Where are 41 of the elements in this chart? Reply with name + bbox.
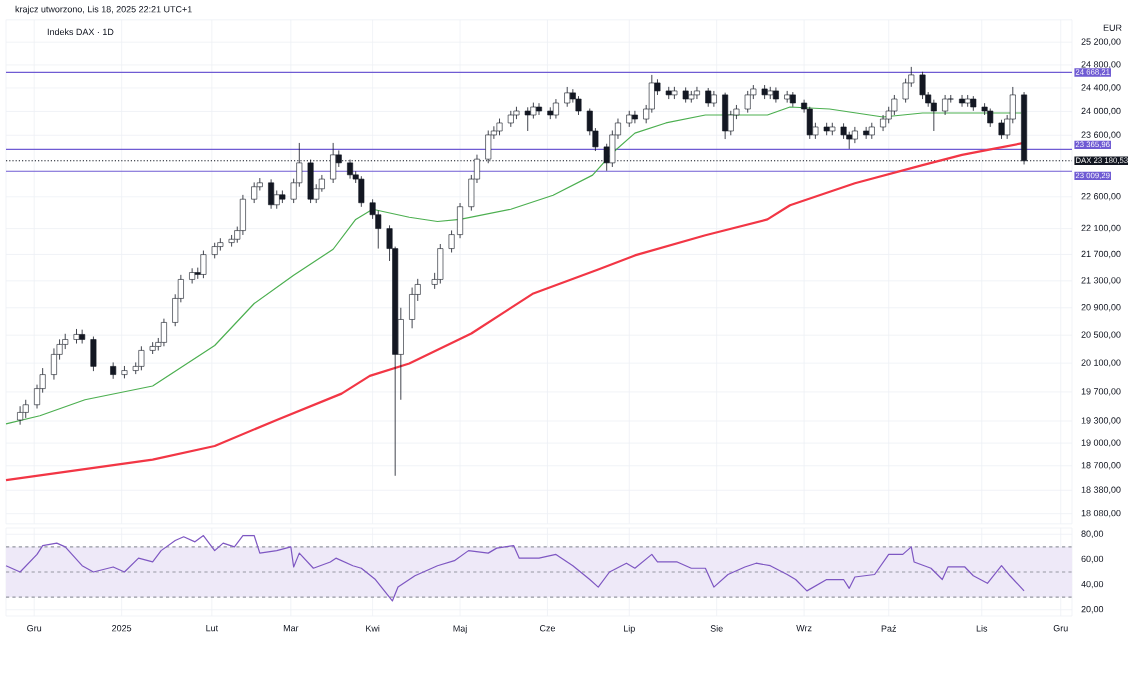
candlestick xyxy=(880,114,887,132)
candlestick xyxy=(959,94,966,108)
candlestick xyxy=(693,86,700,100)
candlestick xyxy=(575,95,582,116)
candlestick xyxy=(930,99,937,132)
candlestick xyxy=(564,86,571,108)
candlestick xyxy=(409,287,416,329)
candlestick xyxy=(998,119,1005,140)
candlestick xyxy=(942,94,949,116)
candlestick xyxy=(710,90,717,108)
candlestick xyxy=(524,106,531,132)
candlestick xyxy=(200,250,207,279)
candlestick xyxy=(631,110,638,124)
candlestick xyxy=(552,98,559,119)
candlestick xyxy=(772,87,779,103)
candlestick xyxy=(358,175,365,208)
candlestick xyxy=(251,182,258,204)
candlestick xyxy=(851,126,858,144)
candlestick xyxy=(138,345,145,371)
candlestick xyxy=(50,347,57,380)
candlestick xyxy=(189,267,196,284)
candlestick xyxy=(273,190,280,210)
candlestick xyxy=(806,106,813,140)
candlestick xyxy=(705,87,712,108)
candlestick xyxy=(987,108,994,128)
candlestick xyxy=(90,336,97,372)
candlestick xyxy=(722,92,729,140)
candlestick xyxy=(160,318,167,347)
candlestick xyxy=(536,102,542,116)
candlestick xyxy=(863,126,870,140)
candlestick xyxy=(22,399,29,419)
candlestick xyxy=(891,94,898,116)
candlestick xyxy=(919,71,926,100)
candlestick xyxy=(744,90,751,114)
candlestick xyxy=(437,243,444,284)
candlestick xyxy=(268,178,275,210)
line-series xyxy=(4,141,1026,482)
candlestick xyxy=(79,329,86,344)
candlestick xyxy=(17,405,24,426)
candlestick xyxy=(239,194,246,236)
line-series xyxy=(5,534,1025,602)
